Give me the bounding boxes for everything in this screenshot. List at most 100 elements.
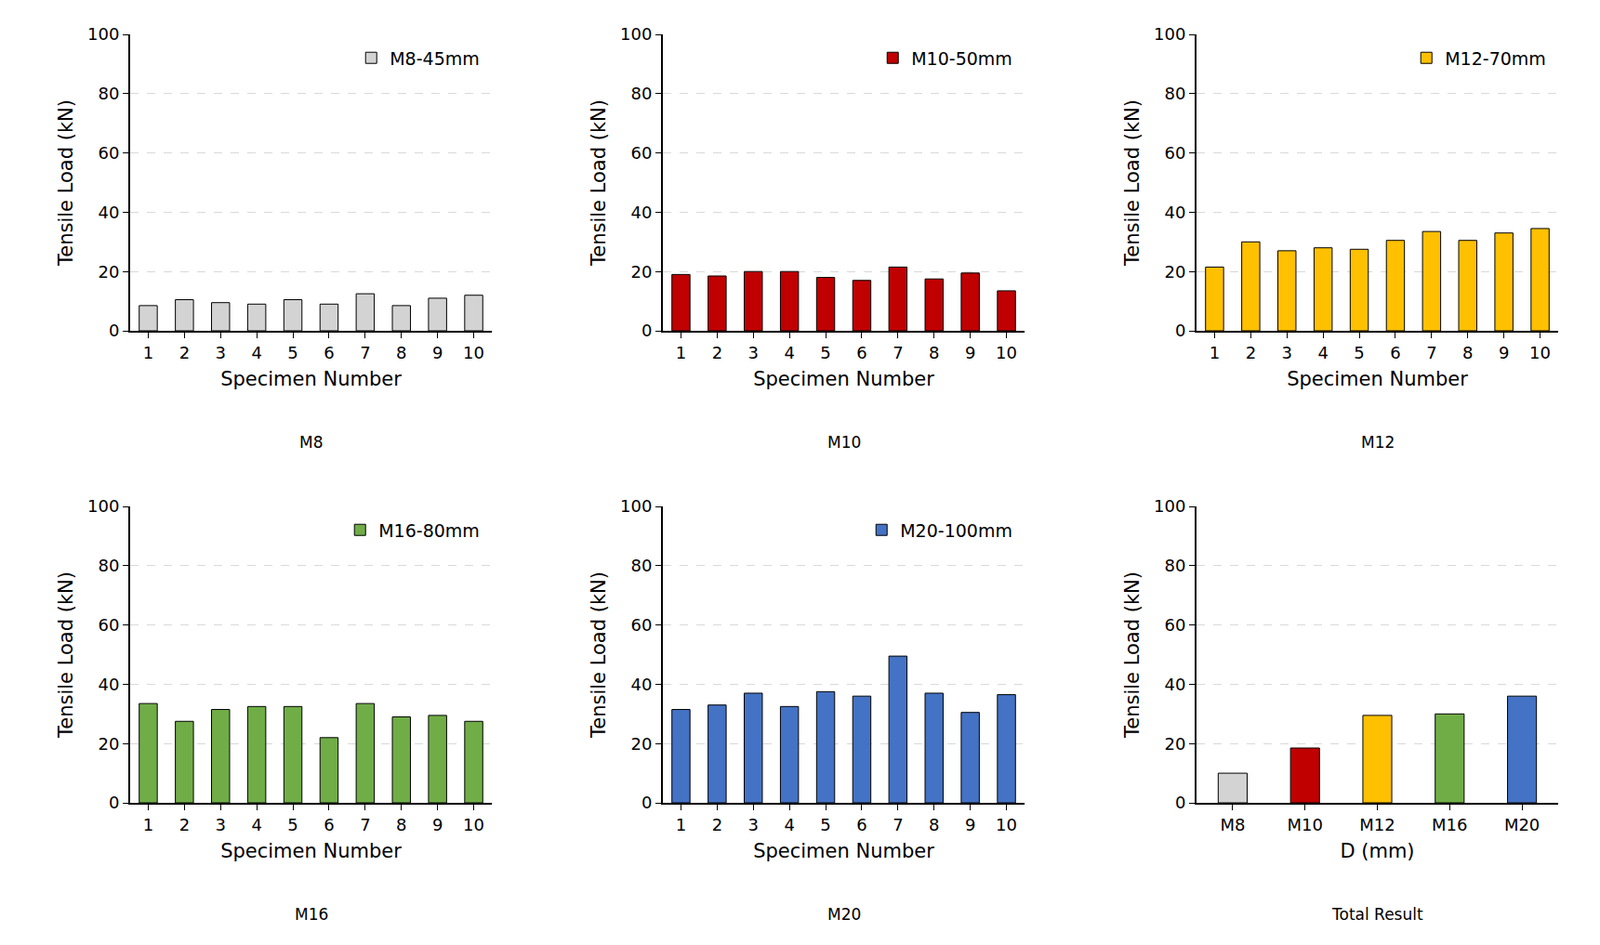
svg-text:80: 80 — [630, 555, 652, 576]
svg-text:2: 2 — [179, 815, 190, 835]
svg-text:20: 20 — [97, 262, 120, 282]
svg-text:0: 0 — [1175, 320, 1186, 341]
svg-text:40: 40 — [630, 202, 652, 223]
svg-text:1: 1 — [675, 343, 687, 363]
svg-text:8: 8 — [928, 343, 939, 363]
svg-text:8: 8 — [1462, 343, 1473, 363]
svg-text:9: 9 — [965, 343, 976, 363]
svg-text:100: 100 — [1153, 24, 1186, 44]
svg-text:2: 2 — [1245, 343, 1257, 363]
svg-text:0: 0 — [108, 793, 120, 813]
svg-text:10: 10 — [1529, 343, 1551, 363]
svg-text:80: 80 — [97, 555, 120, 576]
svg-text:6: 6 — [323, 343, 334, 363]
svg-text:100: 100 — [87, 496, 120, 516]
svg-text:7: 7 — [359, 815, 371, 835]
svg-text:Total Result: Total Result — [1331, 905, 1424, 925]
svg-text:M8-45mm: M8-45mm — [389, 48, 480, 69]
svg-text:60: 60 — [630, 143, 652, 163]
svg-text:40: 40 — [630, 674, 652, 695]
svg-text:80: 80 — [630, 83, 652, 104]
svg-text:80: 80 — [1163, 555, 1186, 576]
svg-text:M20-100mm: M20-100mm — [899, 520, 1013, 542]
svg-text:80: 80 — [1163, 83, 1186, 104]
svg-text:Tensile Load (kN): Tensile Load (kN) — [1121, 99, 1144, 267]
svg-text:M20: M20 — [1504, 815, 1540, 835]
svg-text:M8: M8 — [299, 433, 323, 452]
svg-text:6: 6 — [856, 815, 867, 835]
svg-text:60: 60 — [1163, 615, 1186, 635]
svg-text:60: 60 — [630, 615, 652, 635]
svg-text:6: 6 — [1389, 343, 1401, 363]
svg-text:100: 100 — [620, 24, 652, 44]
svg-text:D (mm): D (mm) — [1339, 840, 1415, 863]
svg-text:0: 0 — [1175, 793, 1186, 813]
svg-text:M8: M8 — [1219, 815, 1245, 835]
svg-text:5: 5 — [819, 815, 831, 835]
svg-text:7: 7 — [892, 343, 903, 363]
svg-text:9: 9 — [432, 815, 443, 835]
svg-text:0: 0 — [641, 320, 652, 341]
svg-text:10: 10 — [462, 815, 485, 835]
svg-text:M16: M16 — [1431, 815, 1468, 835]
svg-text:Specimen Number: Specimen Number — [1286, 368, 1468, 391]
svg-text:10: 10 — [462, 343, 485, 363]
svg-text:60: 60 — [97, 143, 120, 163]
svg-text:7: 7 — [1426, 343, 1437, 363]
svg-text:8: 8 — [928, 815, 939, 835]
svg-text:5: 5 — [1353, 343, 1364, 363]
svg-text:1: 1 — [1209, 343, 1220, 363]
svg-text:8: 8 — [396, 343, 407, 363]
svg-text:20: 20 — [1163, 734, 1186, 754]
svg-text:2: 2 — [179, 343, 190, 363]
svg-text:7: 7 — [892, 815, 903, 835]
svg-text:9: 9 — [965, 815, 976, 835]
svg-text:5: 5 — [287, 815, 298, 835]
svg-text:M20: M20 — [827, 905, 861, 925]
svg-text:20: 20 — [97, 734, 120, 754]
svg-text:3: 3 — [215, 815, 226, 835]
svg-text:2: 2 — [712, 343, 723, 363]
svg-text:9: 9 — [1498, 343, 1509, 363]
svg-text:100: 100 — [87, 24, 120, 44]
svg-text:2: 2 — [712, 815, 723, 835]
svg-text:3: 3 — [215, 343, 226, 363]
svg-text:M12: M12 — [1359, 815, 1395, 835]
svg-text:4: 4 — [1317, 343, 1328, 363]
svg-text:9: 9 — [432, 343, 443, 363]
svg-text:3: 3 — [1282, 343, 1293, 363]
svg-text:60: 60 — [1163, 143, 1186, 163]
svg-text:8: 8 — [396, 815, 407, 835]
svg-text:1: 1 — [675, 815, 687, 835]
svg-text:10: 10 — [995, 815, 1018, 835]
svg-text:20: 20 — [1163, 262, 1186, 282]
svg-text:1: 1 — [143, 815, 154, 835]
svg-text:M10-50mm: M10-50mm — [911, 48, 1013, 69]
svg-text:M16-80mm: M16-80mm — [378, 520, 480, 542]
svg-text:M10: M10 — [1286, 815, 1323, 835]
svg-text:M12: M12 — [1361, 433, 1395, 452]
svg-text:10: 10 — [995, 343, 1018, 363]
svg-text:4: 4 — [251, 343, 262, 363]
svg-text:6: 6 — [856, 343, 867, 363]
svg-text:100: 100 — [620, 496, 652, 516]
svg-text:40: 40 — [97, 202, 120, 223]
svg-text:0: 0 — [108, 320, 120, 341]
svg-text:M10: M10 — [827, 433, 861, 452]
svg-text:0: 0 — [641, 793, 652, 813]
svg-text:3: 3 — [748, 815, 759, 835]
svg-text:Specimen Number: Specimen Number — [220, 840, 402, 863]
svg-text:M16: M16 — [294, 905, 329, 925]
svg-text:40: 40 — [1163, 202, 1186, 223]
svg-text:20: 20 — [630, 734, 652, 754]
svg-text:5: 5 — [819, 343, 831, 363]
svg-text:Tensile Load (kN): Tensile Load (kN) — [1121, 571, 1144, 740]
svg-text:60: 60 — [97, 615, 120, 635]
svg-text:Specimen Number: Specimen Number — [220, 368, 402, 391]
svg-text:Tensile Load (kN): Tensile Load (kN) — [54, 99, 78, 267]
svg-text:Tensile Load (kN): Tensile Load (kN) — [54, 571, 78, 740]
svg-text:4: 4 — [251, 815, 262, 835]
svg-text:80: 80 — [97, 83, 120, 104]
svg-text:100: 100 — [1153, 496, 1186, 516]
svg-text:40: 40 — [97, 674, 120, 695]
